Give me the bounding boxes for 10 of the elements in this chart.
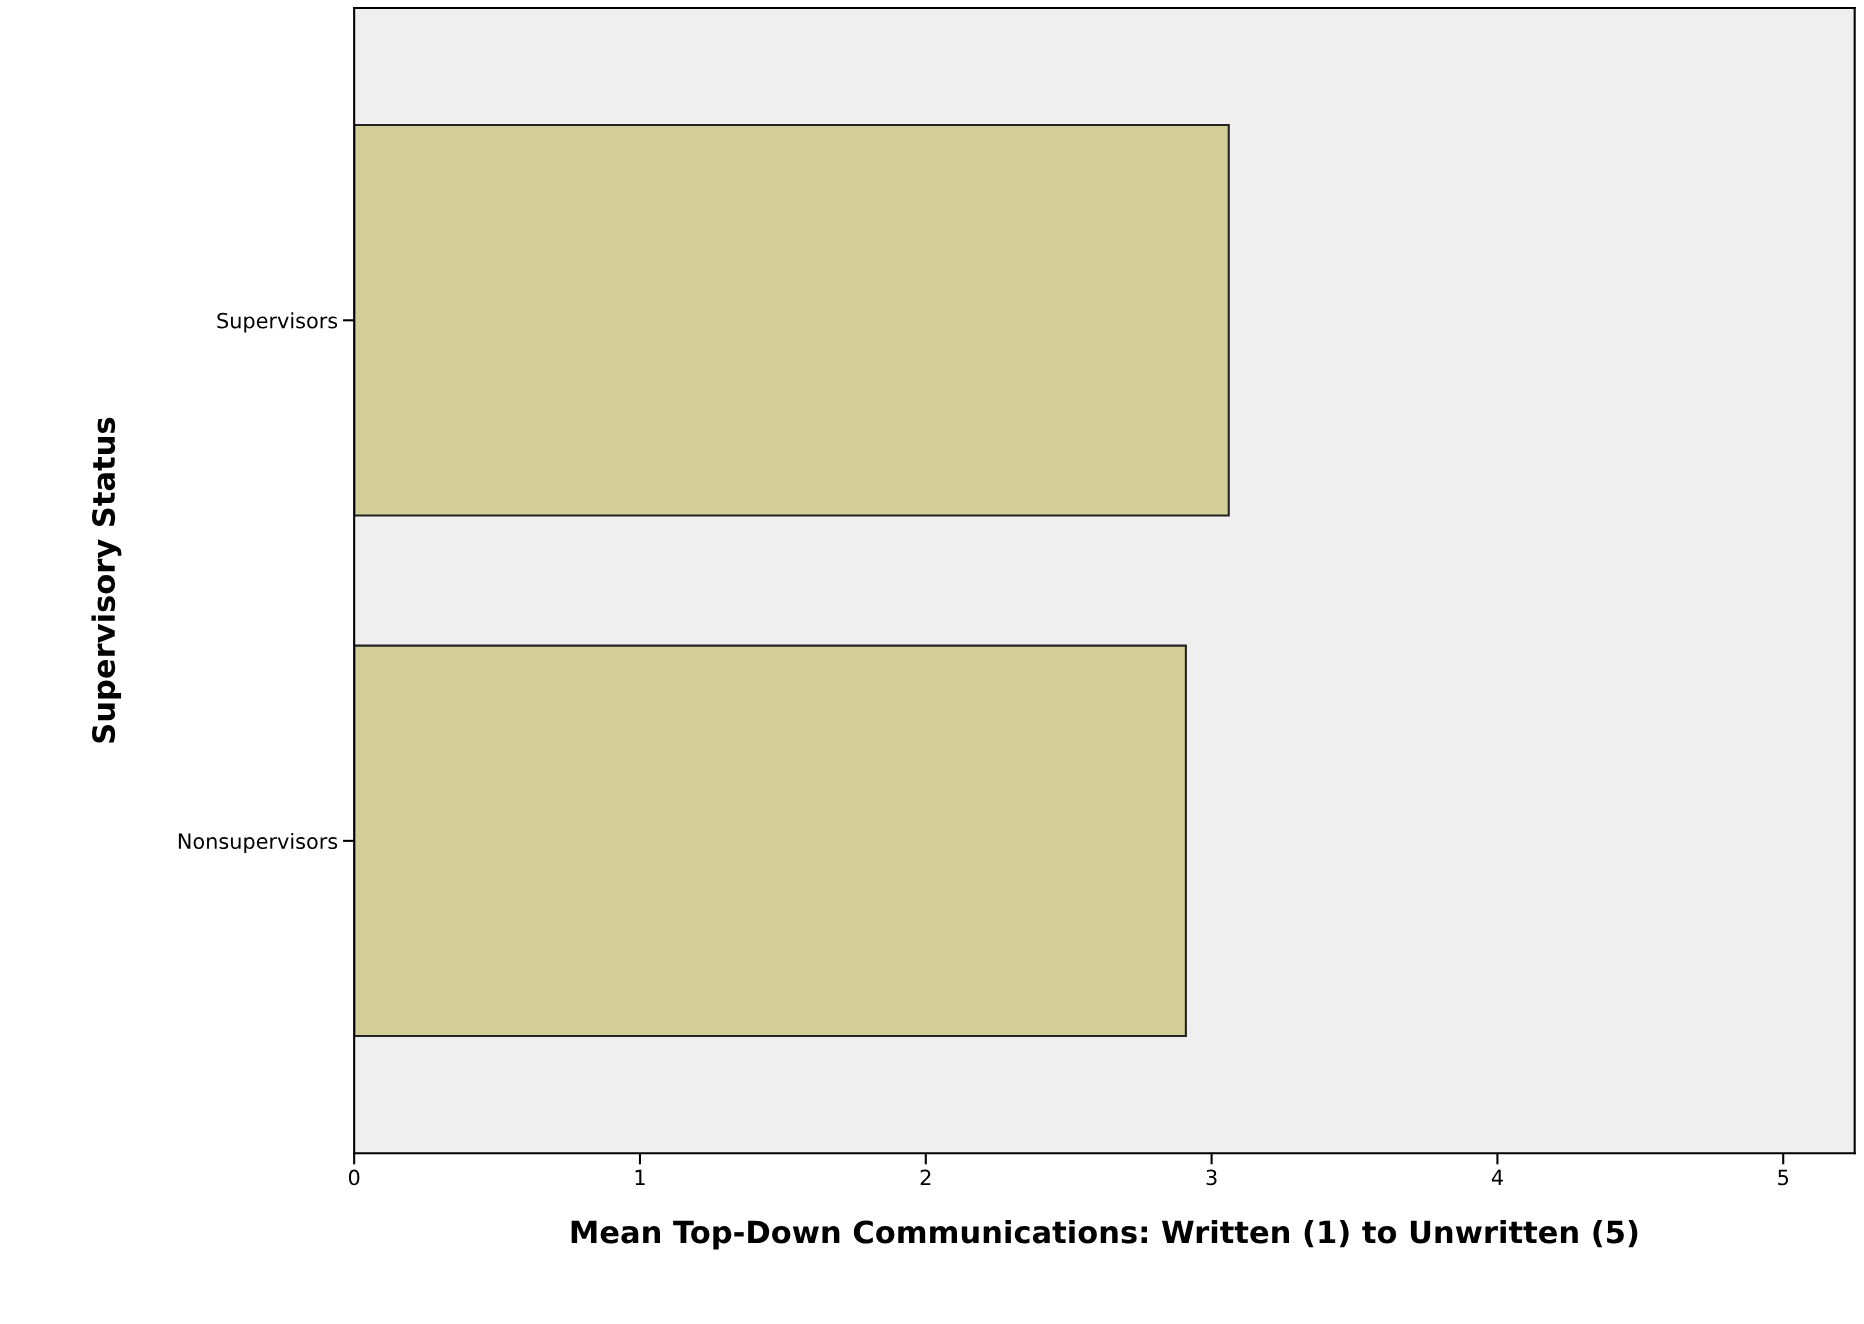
y-axis-title: Supervisory Status [91,417,122,743]
y-tick-label: Supervisors [217,312,338,333]
y-tick-label: Nonsupervisors [178,832,338,854]
x-tick-label: 3 [1206,1169,1217,1186]
x-axis-title: Mean Top-Down Communications: Written (1) to Unwritten (5) [571,1219,1638,1250]
x-tick-label: 5 [1778,1169,1789,1186]
x-tick-label: 0 [348,1169,360,1186]
x-tick-label: 1 [635,1169,645,1186]
x-tick-label: 2 [920,1169,931,1186]
x-tick-label: 4 [1491,1169,1503,1186]
